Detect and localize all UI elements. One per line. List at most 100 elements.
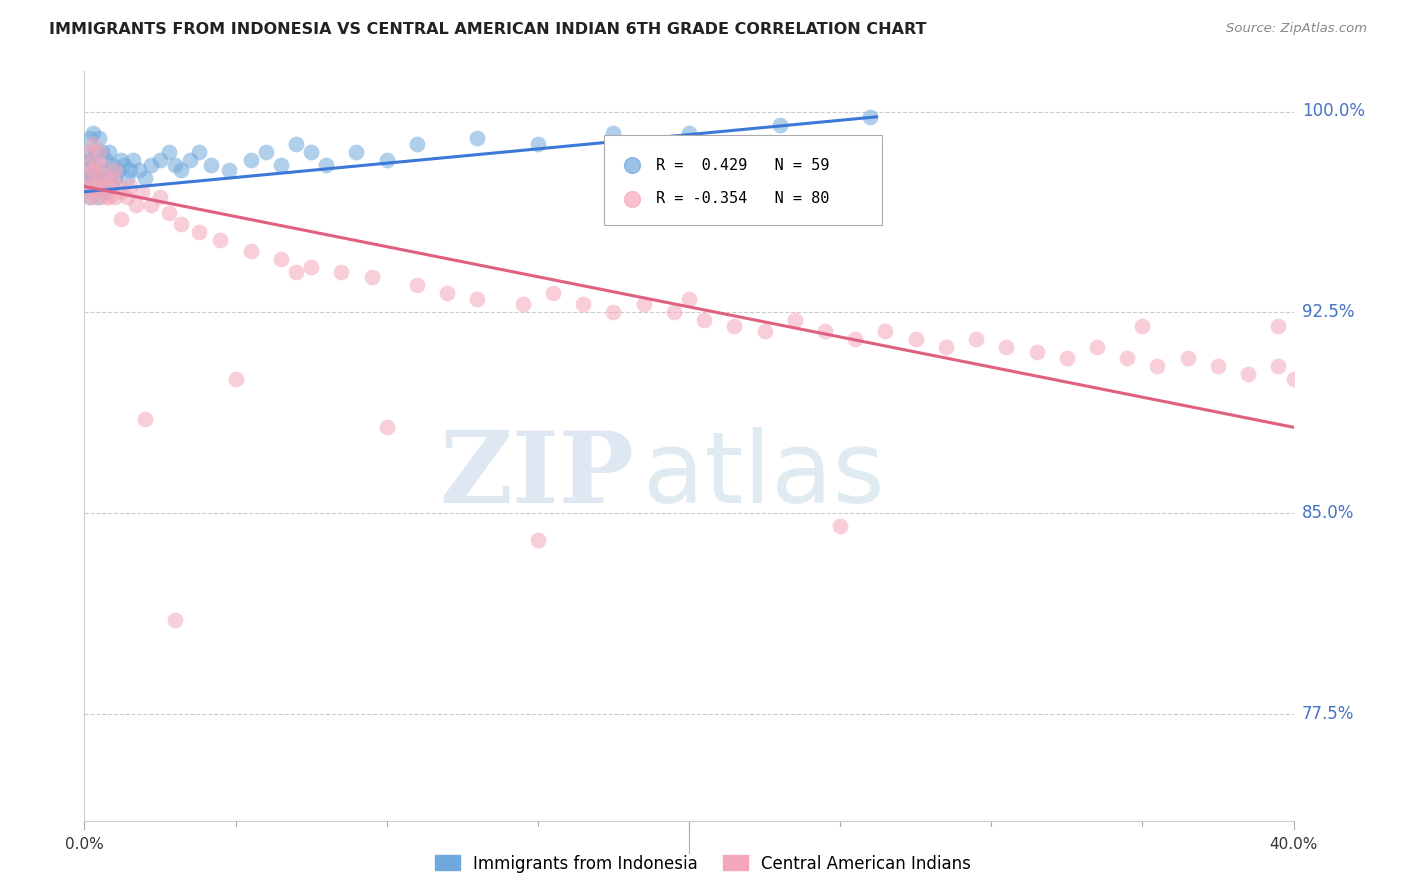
Point <box>89 171 111 186</box>
Point <box>97 190 120 204</box>
Point <box>1025 345 1047 359</box>
Point <box>157 145 180 159</box>
Point <box>104 171 127 186</box>
Point <box>541 286 564 301</box>
Point <box>346 145 368 159</box>
Point <box>104 190 127 204</box>
Point <box>89 145 111 159</box>
Point <box>134 412 156 426</box>
Point <box>82 136 104 151</box>
Point <box>76 145 98 159</box>
Text: 77.5%: 77.5% <box>1302 705 1354 723</box>
Point <box>89 131 111 145</box>
Point <box>86 158 108 172</box>
Point <box>97 145 120 159</box>
Point <box>91 179 114 194</box>
Point <box>844 332 866 346</box>
Point <box>139 158 162 172</box>
Point <box>115 190 138 204</box>
Point <box>239 244 262 258</box>
Point <box>89 190 111 204</box>
Point <box>875 324 897 338</box>
Point <box>814 324 837 338</box>
Text: atlas: atlas <box>643 427 884 524</box>
Point <box>82 126 104 140</box>
Point <box>769 118 792 132</box>
Point <box>79 171 101 186</box>
Point <box>100 171 122 186</box>
Point <box>239 153 262 167</box>
Point <box>375 420 398 434</box>
Point <box>270 252 292 266</box>
Text: Source: ZipAtlas.com: Source: ZipAtlas.com <box>1226 22 1367 36</box>
Legend: Immigrants from Indonesia, Central American Indians: Immigrants from Indonesia, Central Ameri… <box>429 848 977 880</box>
Point <box>82 185 104 199</box>
Point <box>76 179 98 194</box>
Point <box>89 171 111 186</box>
Point <box>86 179 108 194</box>
Point <box>91 158 114 172</box>
Text: 0.0%: 0.0% <box>65 837 104 852</box>
Point <box>79 145 101 159</box>
Point <box>91 179 114 194</box>
Point <box>693 313 716 327</box>
Point <box>1267 318 1289 333</box>
Point <box>200 158 222 172</box>
Point <box>662 305 685 319</box>
Point <box>859 110 882 124</box>
Point <box>76 179 98 194</box>
Point <box>134 171 156 186</box>
Point <box>97 179 120 194</box>
Point <box>1130 318 1153 333</box>
Point <box>754 324 776 338</box>
Point <box>112 158 135 172</box>
Text: 100.0%: 100.0% <box>1302 103 1365 120</box>
Point <box>79 131 101 145</box>
Point <box>299 145 322 159</box>
Point <box>406 136 429 151</box>
FancyBboxPatch shape <box>605 135 883 225</box>
Point <box>131 185 153 199</box>
Point <box>467 131 489 145</box>
Point <box>904 332 927 346</box>
Point <box>1267 359 1289 373</box>
Point <box>678 126 700 140</box>
Point <box>107 163 129 178</box>
Point <box>149 190 172 204</box>
Text: 85.0%: 85.0% <box>1302 504 1354 522</box>
Point <box>572 297 595 311</box>
Point <box>91 145 114 159</box>
Point <box>315 158 337 172</box>
Point <box>82 163 104 178</box>
Point <box>965 332 987 346</box>
Point <box>285 136 308 151</box>
Point <box>179 153 201 167</box>
Point <box>209 233 232 247</box>
Text: ZIP: ZIP <box>440 427 634 524</box>
Point <box>110 153 132 167</box>
Point <box>100 158 122 172</box>
Point <box>218 163 240 178</box>
Text: 40.0%: 40.0% <box>1270 837 1317 852</box>
Point <box>467 292 489 306</box>
Point <box>91 163 114 178</box>
Point <box>602 305 624 319</box>
Point <box>76 158 98 172</box>
Point <box>602 126 624 140</box>
Point <box>157 206 180 220</box>
Point <box>935 340 957 354</box>
Point <box>170 163 193 178</box>
Point <box>97 171 120 186</box>
Point <box>678 292 700 306</box>
Point <box>79 171 101 186</box>
Point <box>1085 340 1108 354</box>
Point <box>225 372 247 386</box>
Text: IMMIGRANTS FROM INDONESIA VS CENTRAL AMERICAN INDIAN 6TH GRADE CORRELATION CHART: IMMIGRANTS FROM INDONESIA VS CENTRAL AME… <box>49 22 927 37</box>
Point <box>1177 351 1199 365</box>
Point <box>94 190 117 204</box>
Point <box>82 185 104 199</box>
Point <box>1146 359 1168 373</box>
Point <box>512 297 534 311</box>
Point <box>270 158 292 172</box>
Point <box>1206 359 1229 373</box>
